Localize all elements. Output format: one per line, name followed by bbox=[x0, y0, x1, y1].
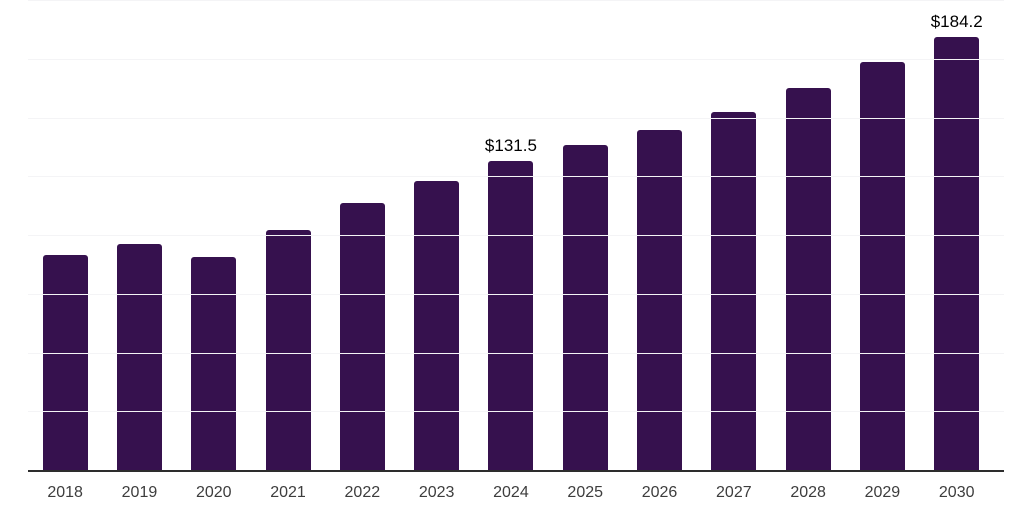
gridline-150 bbox=[28, 117, 1004, 119]
bar-2023 bbox=[414, 180, 460, 470]
bar-2029 bbox=[859, 62, 905, 470]
x-tick-label-2024: 2024 bbox=[493, 484, 529, 501]
bar-slot-2025 bbox=[548, 0, 622, 470]
bar-2024 bbox=[488, 160, 534, 470]
x-tick-label-2019: 2019 bbox=[121, 484, 158, 501]
x-tick-label-2025: 2025 bbox=[567, 484, 604, 501]
bar-2028 bbox=[785, 88, 831, 470]
bar-slot-2024: $131.5 bbox=[474, 0, 548, 470]
bar-2018 bbox=[42, 255, 88, 470]
gridline-50 bbox=[28, 352, 1004, 354]
x-tick-label-2022: 2022 bbox=[344, 484, 381, 501]
bar-slot-2023 bbox=[399, 0, 473, 470]
x-tick-label-2018: 2018 bbox=[47, 484, 83, 501]
bar-slot-2020 bbox=[177, 0, 251, 470]
gridline-125 bbox=[28, 176, 1004, 178]
bar-2026 bbox=[637, 129, 683, 470]
gridline-100 bbox=[28, 235, 1004, 236]
gridline-25 bbox=[28, 411, 1004, 413]
x-tick-label-2020: 2020 bbox=[195, 484, 232, 501]
data-label-2030: $184.2 bbox=[930, 12, 983, 32]
bar-2027 bbox=[711, 111, 757, 470]
x-axis-labels: 2018 2019 2020 2021 2022 2023 2024 2025 2026 2027… bbox=[28, 472, 994, 502]
bar-2030 bbox=[934, 37, 980, 470]
plot-area: $131.5 $184.2 bbox=[28, 0, 1004, 472]
gridline-200 bbox=[28, 0, 1004, 1]
x-tick-label-2028: 2028 bbox=[790, 484, 826, 501]
bar-slot-2029 bbox=[845, 0, 919, 470]
x-tick-label-2026: 2026 bbox=[641, 484, 678, 501]
gridline-175 bbox=[28, 58, 1004, 60]
bars-container: $131.5 $184.2 bbox=[28, 0, 994, 470]
bar-2019 bbox=[116, 243, 162, 470]
bar-slot-2030: $184.2 bbox=[920, 0, 994, 470]
bar-slot-2022 bbox=[325, 0, 399, 470]
data-label-2024: $131.5 bbox=[484, 136, 537, 156]
bar-slot-2028 bbox=[771, 0, 845, 470]
x-tick-label-2027: 2027 bbox=[716, 484, 752, 501]
x-tick-label-2023: 2023 bbox=[418, 484, 455, 501]
bar-slot-2018 bbox=[28, 0, 102, 470]
x-tick-label-2021: 2021 bbox=[270, 484, 306, 501]
x-tick-label-2029: 2029 bbox=[864, 484, 901, 501]
bar-slot-2021 bbox=[251, 0, 325, 470]
bar-2020 bbox=[191, 256, 237, 470]
bar-2021 bbox=[265, 229, 311, 470]
bar-2022 bbox=[339, 202, 385, 470]
gridline-75 bbox=[28, 293, 1004, 295]
bar-slot-2019 bbox=[102, 0, 176, 470]
bar-slot-2026 bbox=[622, 0, 696, 470]
x-tick-label-2030: 2030 bbox=[938, 484, 975, 501]
bar-2025 bbox=[562, 145, 608, 470]
bar-slot-2027 bbox=[697, 0, 771, 470]
